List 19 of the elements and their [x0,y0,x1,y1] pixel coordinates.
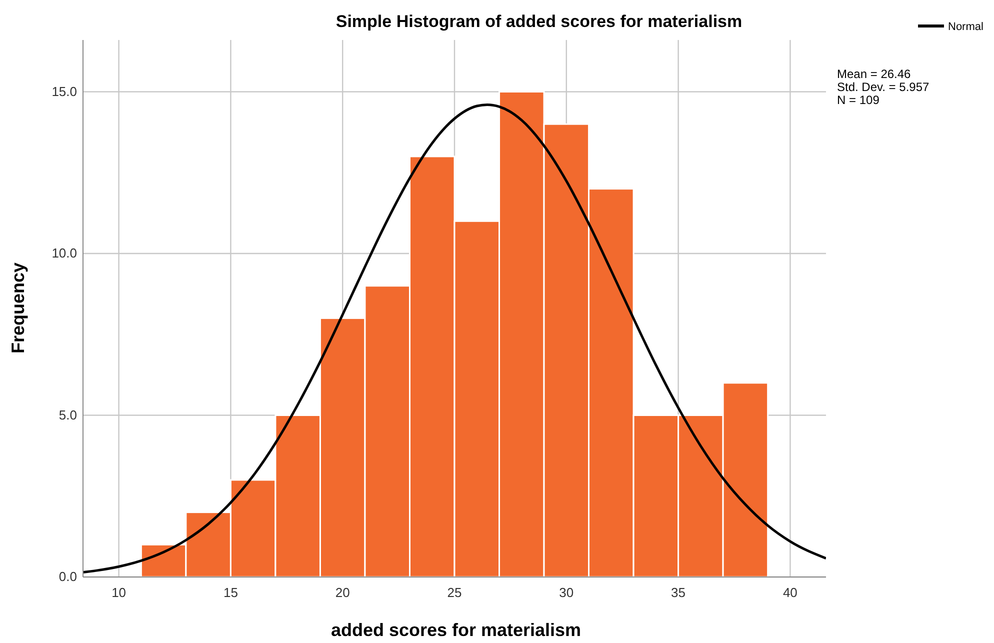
legend-label: Normal [948,21,984,33]
y-tick-label: 0.0 [58,569,77,584]
x-tick-label: 35 [671,585,686,600]
line-series [83,103,826,574]
x-tick-label: 40 [782,585,798,600]
chart-title: Simple Histogram of added scores for materialism [336,12,742,31]
x-tick-label: 15 [223,585,238,600]
x-tick-label: 30 [559,585,574,600]
y-axis-title: Frequency [8,262,28,354]
text: Mean = 26.46 [837,67,912,81]
x-tick-label: 10 [112,585,126,600]
text: N = 109 [837,93,880,107]
text: Std. Dev. = 5.957 [837,80,930,94]
y-tick-label: 5.0 [58,407,77,422]
x-tick-label: 20 [335,585,350,600]
y-tick-label: 10.0 [52,246,77,261]
x-axis-title: added scores for materialism [330,620,582,640]
y-tick-label: 15.0 [52,84,77,99]
x-tick-label: 25 [447,585,462,600]
